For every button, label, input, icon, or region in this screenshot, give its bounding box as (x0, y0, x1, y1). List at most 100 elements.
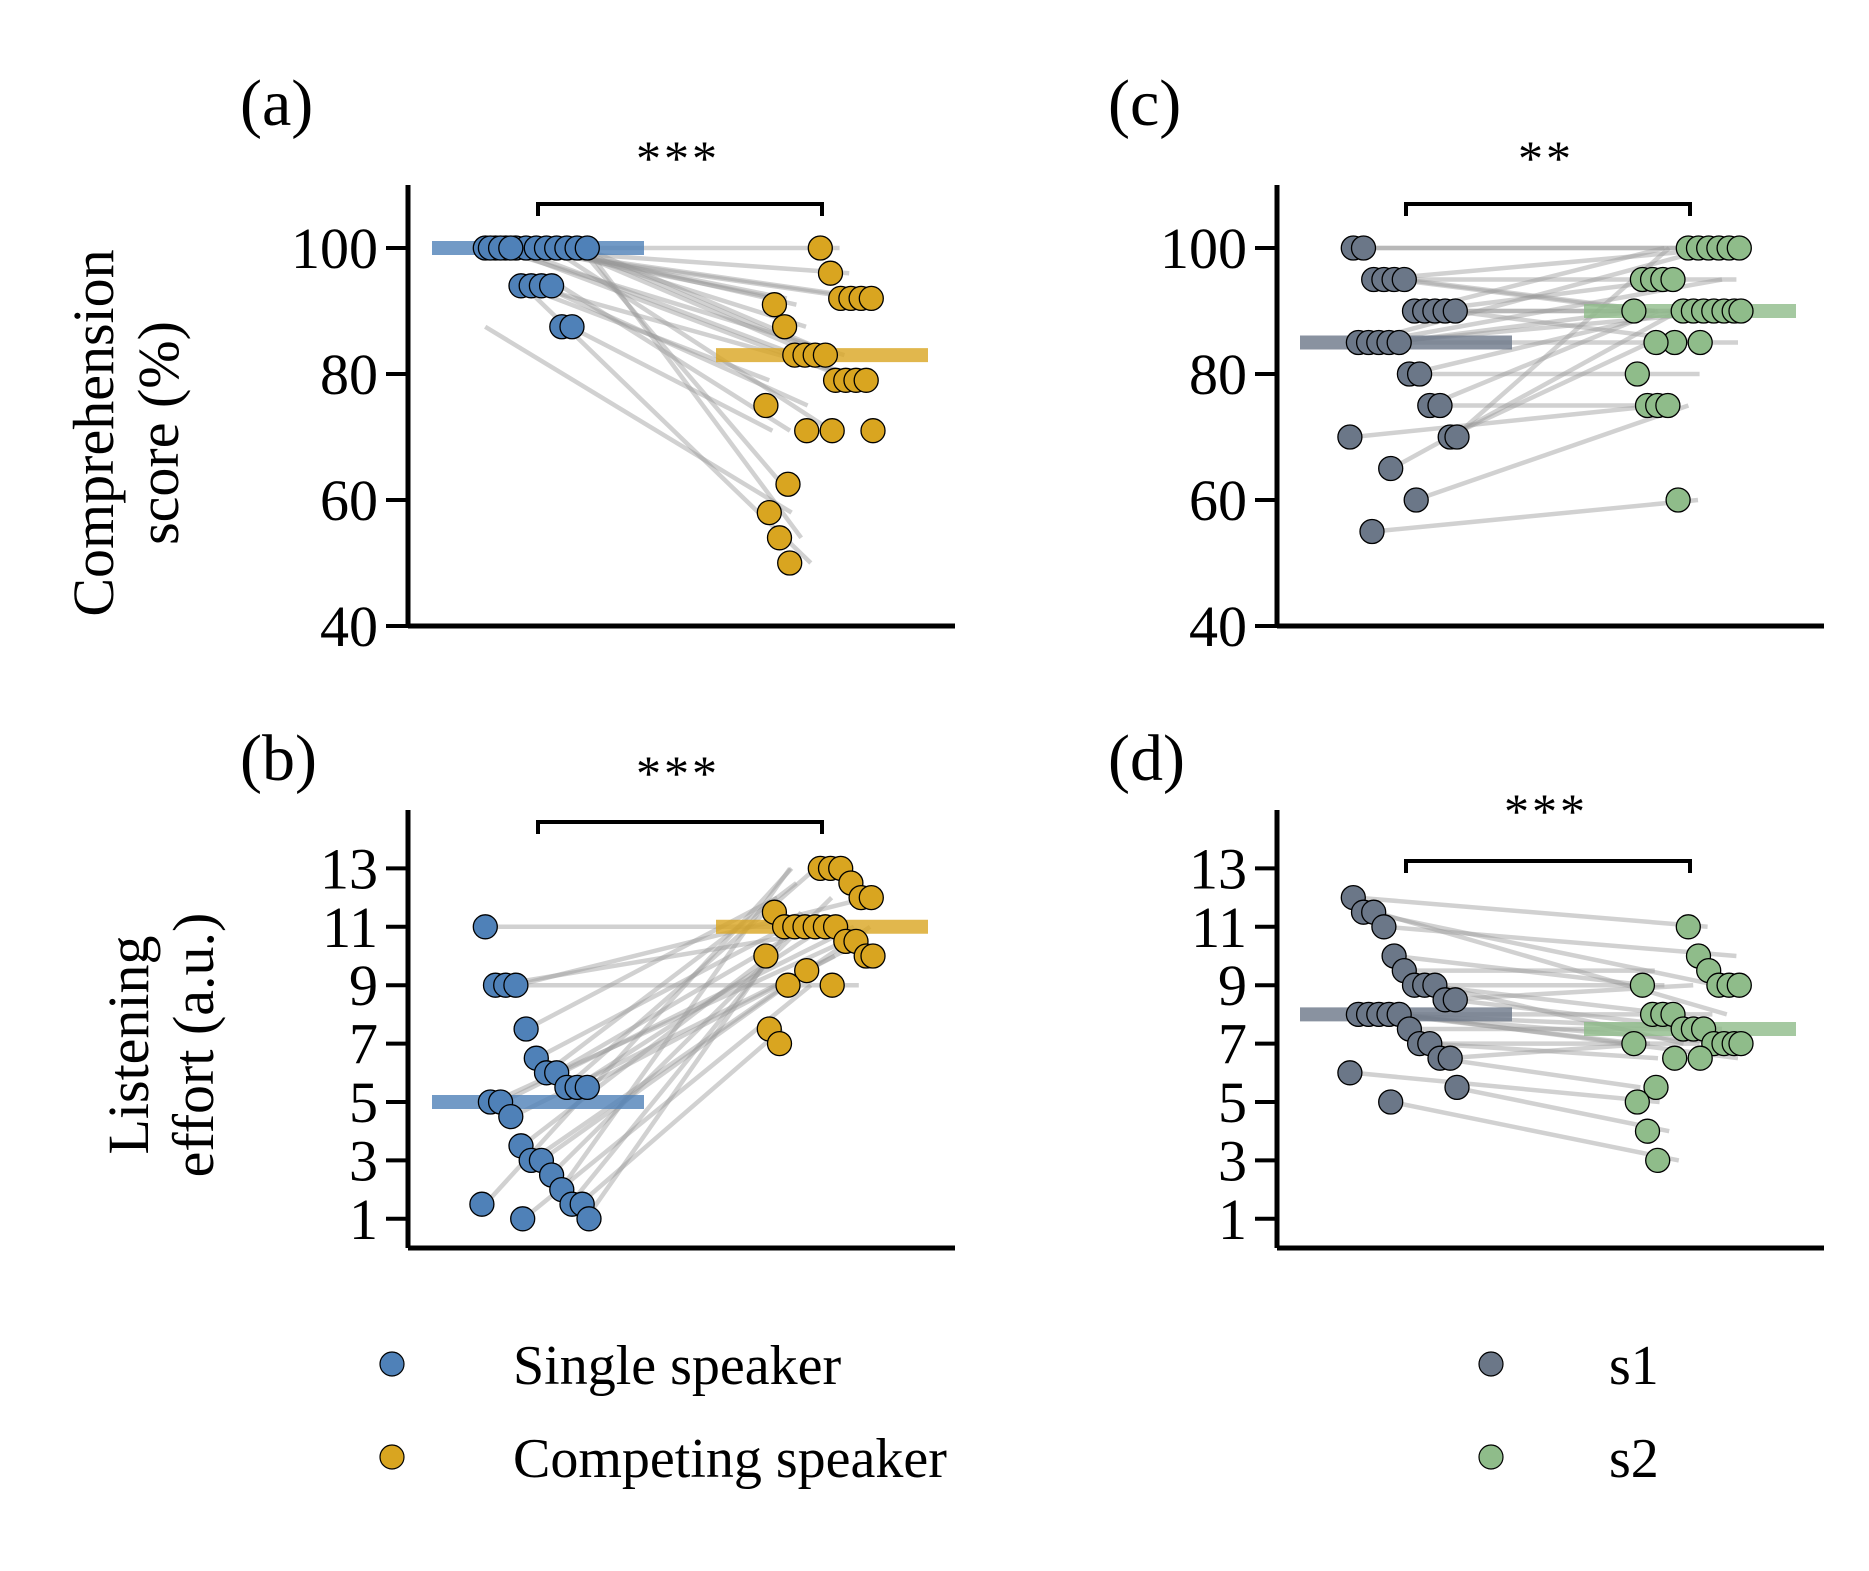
data-point (812, 342, 839, 368)
panel-b-significance: *** (636, 745, 720, 801)
data-point (1726, 235, 1752, 261)
pair-line (1391, 1099, 1680, 1163)
data-point (1427, 392, 1453, 419)
data-point (1655, 392, 1681, 419)
y-tick-label: 80 (320, 342, 378, 407)
pair-line (568, 324, 774, 433)
pair-line (1427, 308, 1659, 408)
data-point (1629, 972, 1656, 998)
pair-line (1375, 245, 1728, 282)
ylabel-top-line1: Comprehension (61, 249, 126, 616)
pair-line (1453, 1085, 1670, 1134)
panel-c-significance: ** (1518, 130, 1574, 186)
data-point (1624, 361, 1650, 387)
data-point (858, 285, 884, 312)
data-point (753, 943, 779, 969)
data-point (775, 972, 801, 998)
pair-line (573, 924, 827, 1090)
pair-line (584, 246, 804, 540)
y-tick-label: 5 (349, 1070, 378, 1135)
significance-bracket (536, 202, 824, 216)
data-point (1337, 1060, 1363, 1086)
data-point (1728, 298, 1754, 324)
data-point (807, 235, 833, 261)
data-point (513, 1016, 539, 1042)
panel-a: 40 60 80 100 (a) *** (240, 67, 955, 659)
y-tick-label: 3 (1218, 1128, 1247, 1193)
pair-line (544, 881, 798, 1075)
data-point (753, 392, 779, 419)
panel-d-label: (d) (1108, 722, 1185, 795)
pair-line (578, 1027, 784, 1206)
data-point (1403, 487, 1429, 513)
pair-line (577, 246, 784, 486)
legend-marker-single-speaker (379, 1351, 405, 1377)
data-point (1359, 518, 1385, 545)
data-point (1386, 329, 1412, 356)
pair-line (549, 246, 833, 433)
y-tick-label: 11 (322, 895, 378, 960)
data-point (819, 418, 845, 444)
pair-line (1360, 245, 1713, 345)
data-point (1660, 266, 1686, 293)
panel-a-label: (a) (240, 67, 313, 140)
data-point (771, 314, 798, 340)
y-tick-label: 60 (1189, 468, 1247, 533)
pair-line (1352, 1070, 1660, 1105)
ylabel-bottom-line2: effort (a.u.) (161, 913, 226, 1178)
data-point (498, 1103, 524, 1130)
y-tick-label: 1 (349, 1187, 378, 1252)
data-point (860, 943, 886, 969)
y-tick-label: 1 (1218, 1187, 1247, 1252)
pair-line (568, 954, 775, 1206)
data-point (1442, 298, 1468, 324)
pair-line (520, 954, 771, 1148)
data-point (1337, 424, 1363, 450)
pair-line (539, 968, 809, 1163)
data-point (858, 884, 884, 911)
data-point (777, 550, 803, 576)
data-point (860, 418, 886, 444)
data-point (761, 292, 788, 318)
pair-line (1446, 340, 1651, 440)
ylabel-top-line2: score (%) (126, 321, 191, 545)
y-tick-label: 13 (1189, 836, 1247, 901)
data-point (1371, 914, 1397, 940)
legend-label-s2: s2 (1609, 1428, 1659, 1490)
data-point (1442, 987, 1468, 1013)
y-tick-label: 80 (1189, 342, 1247, 407)
y-tick-label: 9 (1218, 953, 1247, 1018)
legend-right: s1 s2 (1478, 1335, 1659, 1490)
data-point (756, 499, 782, 526)
pair-line (1423, 982, 1675, 1017)
pair-line (516, 895, 869, 988)
y-tick-label: 13 (320, 836, 378, 901)
y-tick-label: 7 (1218, 1012, 1247, 1077)
significance-bracket (1404, 202, 1692, 216)
legend-label-single-speaker: Single speaker (513, 1335, 841, 1397)
pair-line (1414, 403, 1690, 503)
data-point (576, 1206, 602, 1232)
pair-line (1394, 953, 1646, 988)
data-point (794, 957, 820, 984)
data-point (1643, 329, 1669, 356)
data-point (1621, 1030, 1647, 1057)
panel-c-label: (c) (1108, 67, 1181, 140)
pair-line (1373, 497, 1699, 534)
panel-c: 40 60 80 100 (c) ** (1108, 67, 1824, 659)
pair-line (535, 924, 788, 1061)
data-point (1726, 972, 1752, 998)
data-point (1444, 1074, 1470, 1101)
data-point (1378, 1089, 1404, 1115)
y-tick-label: 40 (320, 594, 378, 659)
data-point (1687, 329, 1713, 356)
y-tick-label: 11 (1191, 895, 1247, 960)
data-point (1391, 266, 1417, 293)
data-point (1624, 1089, 1650, 1115)
data-point (574, 235, 600, 261)
y-tick-label: 7 (349, 1012, 378, 1077)
y-tick-label: 100 (291, 216, 378, 281)
significance-bracket (1404, 859, 1692, 873)
